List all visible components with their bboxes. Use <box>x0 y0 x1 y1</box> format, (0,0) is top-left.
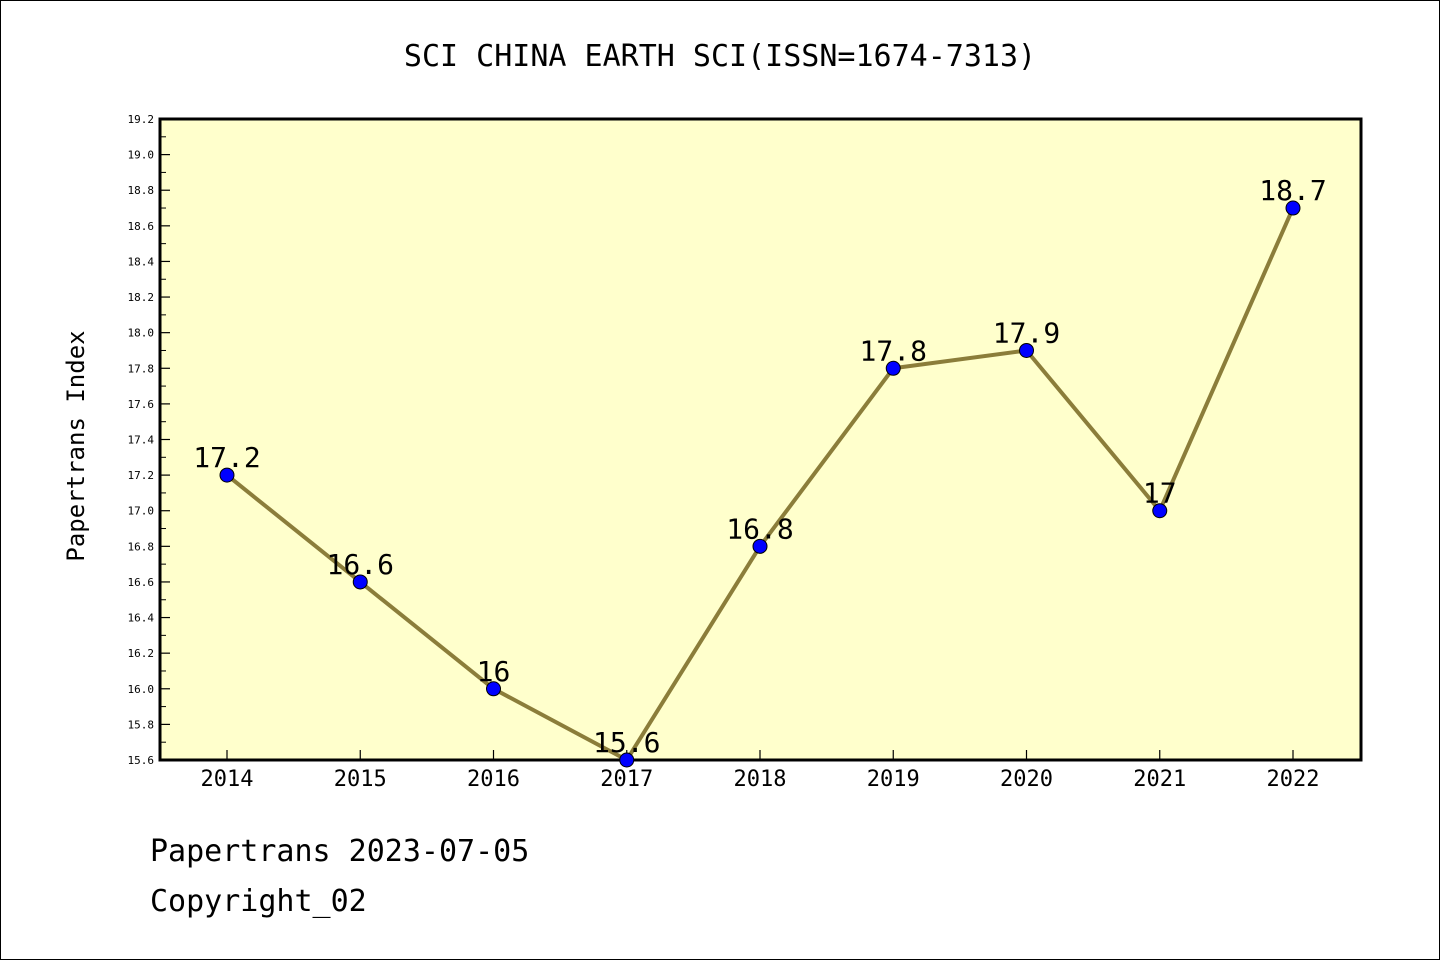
series-line-segment <box>891 348 1029 371</box>
y-tick-label: 16.4 <box>128 612 155 625</box>
data-point-label: 18.7 <box>1259 174 1326 207</box>
y-tick-label: 17.2 <box>128 469 155 482</box>
y-tick-label: 18.2 <box>128 291 155 304</box>
series-line-segment <box>624 544 762 762</box>
data-point-marker <box>352 574 368 590</box>
y-axis-label: Papertrans Index <box>62 330 90 561</box>
data-point-marker <box>1152 503 1168 519</box>
x-tick-label: 2019 <box>867 767 920 792</box>
x-tick-label: 2015 <box>334 767 387 792</box>
series-line-segment <box>758 366 896 549</box>
y-tick-label: 18.4 <box>128 255 155 268</box>
data-point-label: 15.6 <box>593 726 660 759</box>
data-point-label: 17.8 <box>860 334 927 367</box>
x-tick-label: 2016 <box>467 767 520 792</box>
y-tick-label: 18.0 <box>128 327 155 340</box>
y-tick-label: 16.0 <box>128 683 155 696</box>
series-line-segment <box>491 686 629 762</box>
y-tick-label: 19.0 <box>128 149 155 162</box>
series-line-segment <box>358 579 496 691</box>
data-point-label: 16.6 <box>327 548 394 581</box>
data-point-label: 16.8 <box>726 512 793 545</box>
y-tick-label: 17.0 <box>128 505 155 518</box>
series-line-segment <box>1024 348 1162 513</box>
data-labels: 17.2 16.6 16 15.6 16.8 17.8 17.9 17 18.7 <box>193 174 1326 759</box>
data-point-marker <box>219 467 235 483</box>
y-tick-label: 17.4 <box>128 434 155 447</box>
data-point-label: 16 <box>477 655 511 688</box>
y-tick-label: 19.2 <box>128 113 155 126</box>
y-tick-label: 16.2 <box>128 647 155 660</box>
x-tick-label: 2021 <box>1133 767 1186 792</box>
data-point-label: 17.2 <box>193 441 260 474</box>
y-tick-label: 16.6 <box>128 576 155 589</box>
x-tick-label: 2020 <box>1000 767 1053 792</box>
y-tick-label: 17.6 <box>128 398 155 411</box>
data-point-marker <box>752 538 768 554</box>
y-tick-label: 18.8 <box>128 184 155 197</box>
footer-copyright-text: Copyright_02 <box>150 884 367 919</box>
y-tick-label: 15.6 <box>128 754 155 767</box>
data-point-marker <box>619 752 635 768</box>
footer-date-text: Papertrans 2023-07-05 <box>150 834 530 869</box>
chart-title: SCI CHINA EARTH SCI(ISSN=1674-7313) <box>404 39 1036 74</box>
y-tick-label: 18.6 <box>128 220 155 233</box>
x-tick-label: 2018 <box>734 767 787 792</box>
data-point-marker <box>885 360 901 376</box>
y-tick-label: 15.8 <box>128 718 155 731</box>
series-lines <box>225 206 1295 762</box>
data-point-label: 17.9 <box>993 316 1060 349</box>
data-point-marker <box>1019 342 1034 358</box>
data-point-marker <box>486 681 501 697</box>
series-markers <box>219 200 1301 768</box>
y-tick-label: 17.8 <box>128 362 155 375</box>
x-axis-ticks: 2014 2015 2016 2017 2018 2019 2020 2021 2022 <box>201 750 1320 792</box>
series-line-segment <box>1157 206 1295 513</box>
data-point-marker <box>1285 200 1301 216</box>
x-tick-label: 2017 <box>600 767 653 792</box>
series-line-segment <box>225 473 363 584</box>
x-tick-label: 2014 <box>201 767 254 792</box>
y-tick-label: 16.8 <box>128 540 155 553</box>
plot-area <box>158 117 1363 762</box>
y-axis-ticks: 15.6 15.8 16.0 16.2 16.4 16.6 16.8 17.0 17.2 17.4… <box>128 113 170 767</box>
data-point-label: 17 <box>1143 477 1177 510</box>
x-tick-label: 2022 <box>1267 767 1320 792</box>
